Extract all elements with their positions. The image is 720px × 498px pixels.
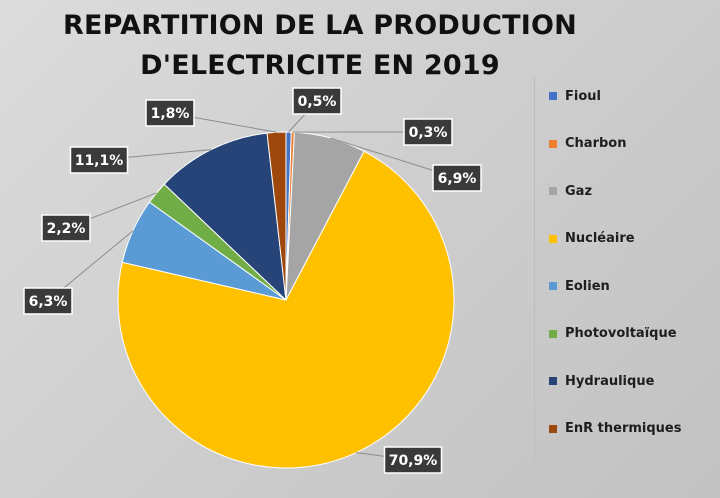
data-label-text: 0,5%: [298, 94, 337, 110]
legend-item: EnR thermiques: [549, 419, 682, 439]
pie-slice-nucl-aire: [117, 150, 455, 469]
legend-item: Gaz: [549, 181, 592, 201]
data-label: 0,5%: [292, 87, 342, 115]
data-label: 0,3%: [403, 118, 453, 146]
legend-item: Hydraulique: [549, 371, 654, 391]
legend-swatch: [549, 234, 557, 243]
data-label-text: 6,3%: [29, 294, 68, 310]
legend-label: Nucléaire: [565, 231, 635, 246]
data-label-text: 70,9%: [389, 453, 438, 469]
legend-swatch: [549, 424, 557, 433]
data-label: 2,2%: [41, 214, 91, 242]
data-label: 70,9%: [383, 446, 443, 474]
legend-swatch: [549, 377, 557, 385]
legend-item: Charbon: [549, 134, 626, 154]
chart-title: REPARTITION DE LA PRODUCTION D'ELECTRICI…: [40, 6, 600, 86]
chart-title-line1: REPARTITION DE LA PRODUCTION: [63, 10, 577, 41]
legend-swatch: [549, 329, 557, 338]
legend-label: Photovoltaïque: [565, 326, 677, 341]
legend-swatch: [549, 187, 557, 195]
legend-label: Gaz: [565, 183, 593, 199]
data-label: 6,3%: [23, 287, 73, 315]
legend-item: Eolien: [549, 276, 610, 296]
data-label: 11,1%: [69, 146, 129, 174]
data-label-text: 0,3%: [409, 125, 448, 141]
legend-item: Nucléaire: [549, 229, 635, 249]
legend-label: Hydraulique: [565, 373, 655, 389]
data-label: 6,9%: [432, 164, 482, 192]
data-label-text: 11,1%: [75, 153, 124, 169]
legend-label: Charbon: [565, 136, 627, 151]
data-label-text: 6,9%: [438, 171, 477, 187]
legend-label: Eolien: [565, 278, 610, 294]
legend-swatch: [549, 92, 557, 100]
legend-label: Fioul: [565, 88, 601, 104]
chart-title-line2: D'ELECTRICITE EN 2019: [140, 50, 500, 81]
pie-slice-hydraulique: [163, 132, 287, 302]
legend-swatch: [549, 282, 557, 290]
chart-legend: Fioul Charbon Gaz Nucléaire Eolien Photovolta…: [534, 78, 717, 462]
legend-label: EnR thermiques: [565, 421, 682, 436]
data-label-text: 1,8%: [151, 106, 190, 122]
legend-item: Fioul: [549, 86, 601, 106]
data-label-text: 2,2%: [47, 221, 86, 237]
legend-swatch: [549, 139, 557, 148]
data-label: 1,8%: [145, 99, 195, 127]
legend-item: Photovoltaïque: [549, 324, 677, 344]
